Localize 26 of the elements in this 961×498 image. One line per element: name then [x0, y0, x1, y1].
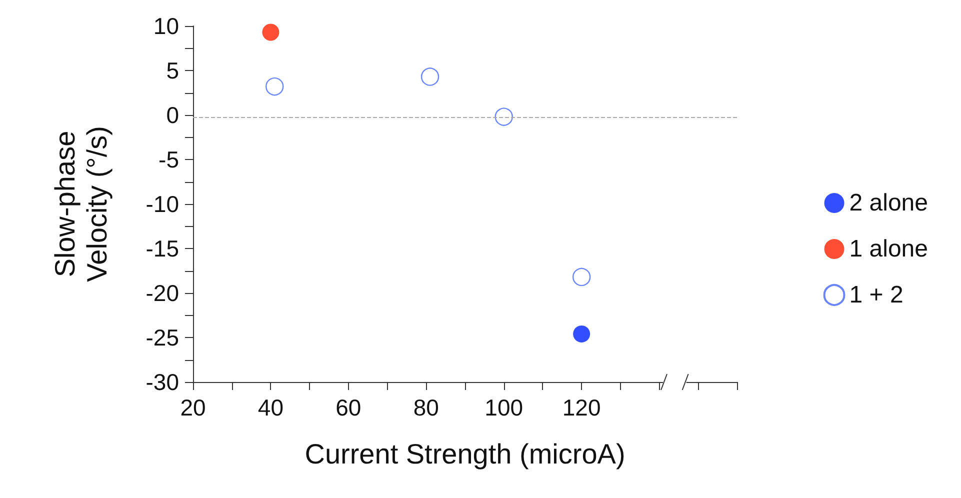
y-tick-label: -20	[146, 280, 179, 306]
x-axis-title: Current Strength (microA)	[304, 438, 626, 470]
x-tick-label: 40	[258, 394, 284, 420]
y-tick-label: -10	[146, 191, 179, 217]
y-tick-label: 0	[166, 102, 179, 128]
y-tick-label: -15	[146, 236, 179, 262]
y-tick-label: 10	[153, 13, 179, 39]
y-tick-label: -5	[158, 146, 179, 172]
y-tick-label: -30	[146, 369, 179, 395]
point	[262, 24, 280, 41]
point	[494, 108, 513, 126]
legend-label: 2 alone	[849, 190, 928, 216]
x-tick-label: 20	[180, 394, 206, 420]
y-tick-label: 5	[166, 58, 179, 84]
point	[573, 325, 590, 342]
y-axis-title: Slow-phase Velocity (°/s)	[50, 126, 112, 282]
legend-label: 1 + 2	[849, 282, 904, 308]
x-tick-label: 60	[336, 394, 362, 420]
legend-label: 1 alone	[849, 236, 928, 262]
x-tick-label: 80	[413, 394, 439, 420]
x-tick-label: 120	[562, 394, 601, 420]
point	[420, 68, 440, 86]
y-tick-label: -25	[146, 324, 179, 350]
point	[572, 268, 591, 286]
x-tick-label: 100	[484, 394, 524, 420]
point	[266, 77, 284, 96]
